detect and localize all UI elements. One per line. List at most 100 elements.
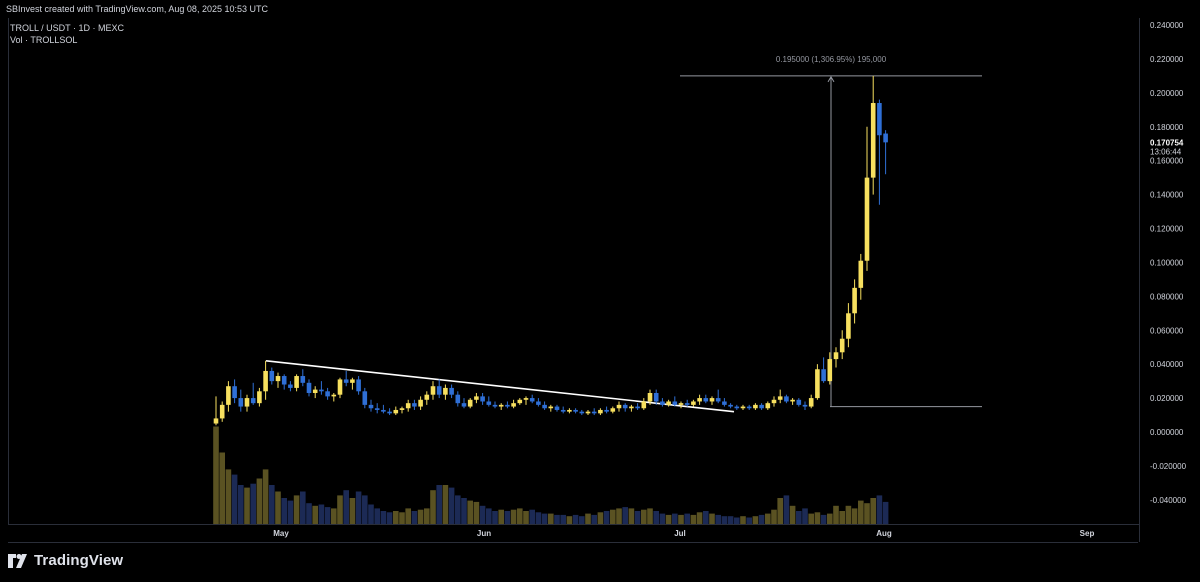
volume-bar bbox=[771, 509, 777, 524]
volume-bar bbox=[603, 511, 610, 524]
measure-arrow-icon bbox=[827, 75, 835, 83]
candle-body bbox=[746, 406, 752, 409]
volume-bar bbox=[287, 500, 294, 524]
candle-body bbox=[852, 287, 857, 314]
candle-body bbox=[399, 408, 405, 410]
candle-body bbox=[405, 403, 411, 409]
volume-bar bbox=[535, 512, 542, 524]
price-tick-label: 0.160000 bbox=[1150, 157, 1184, 166]
volume-bar bbox=[374, 508, 380, 524]
symbol-legend[interactable]: TROLL / USDT · 1D · MEXC bbox=[10, 23, 125, 33]
plot-area[interactable] bbox=[8, 18, 1139, 525]
candle-body bbox=[709, 398, 715, 402]
candle-body bbox=[635, 406, 640, 409]
candle-body bbox=[567, 409, 572, 412]
candle-body bbox=[846, 313, 851, 339]
candle-body bbox=[424, 394, 430, 400]
volume-bar bbox=[734, 517, 740, 524]
tradingview-logo[interactable]: TradingView bbox=[8, 552, 123, 569]
candle-body bbox=[536, 401, 541, 405]
volume-bar bbox=[405, 508, 411, 524]
candle-body bbox=[753, 404, 758, 409]
candle-body bbox=[858, 260, 864, 288]
volume-bar bbox=[486, 508, 492, 524]
volume-bar bbox=[746, 517, 752, 524]
volume-bar bbox=[572, 514, 579, 524]
volume-bar bbox=[696, 512, 703, 524]
volume-bar bbox=[510, 509, 517, 524]
volume-bar bbox=[591, 514, 597, 524]
candle-body bbox=[393, 409, 399, 414]
volume-bar bbox=[882, 501, 889, 524]
volume-bar bbox=[461, 498, 467, 524]
volume-bar bbox=[796, 511, 802, 524]
candle-body bbox=[412, 403, 417, 407]
volume-bar bbox=[306, 503, 312, 524]
volume-bar bbox=[560, 514, 566, 524]
volume-bar bbox=[622, 507, 628, 524]
volume-bar bbox=[467, 500, 473, 524]
volume-bar bbox=[653, 511, 659, 524]
volume-bar bbox=[417, 509, 424, 524]
candle-body bbox=[387, 411, 392, 414]
volume-bar bbox=[368, 504, 374, 524]
time-tick-label: Aug bbox=[876, 529, 892, 538]
candle-body bbox=[697, 398, 702, 402]
price-tick-label: 0.060000 bbox=[1150, 326, 1184, 335]
candle-body bbox=[511, 403, 516, 407]
candle-body bbox=[443, 387, 448, 395]
volume-bar bbox=[479, 505, 486, 524]
candle-body bbox=[647, 392, 653, 402]
time-axis-rule bbox=[8, 542, 1138, 543]
volume-bar bbox=[740, 516, 746, 524]
chart-legend: TROLL / USDT · 1D · MEXC Vol · TROLLSOL bbox=[10, 22, 124, 46]
candle-body bbox=[244, 398, 250, 407]
volume-bar bbox=[275, 491, 281, 524]
candle-body bbox=[319, 389, 324, 392]
candle-body bbox=[269, 370, 275, 382]
candle-body bbox=[281, 376, 287, 385]
price-tick-label: 0.120000 bbox=[1150, 225, 1184, 234]
candle-body bbox=[573, 409, 578, 412]
price-axis[interactable] bbox=[1139, 18, 1200, 542]
candle-body bbox=[517, 399, 523, 404]
candle-body bbox=[821, 369, 826, 382]
price-tick-label: -0.040000 bbox=[1150, 496, 1187, 505]
volume-bar bbox=[362, 495, 368, 524]
volume-bar bbox=[219, 452, 225, 524]
candle-body bbox=[492, 404, 498, 407]
volume-bar bbox=[820, 514, 827, 524]
volume-bar bbox=[492, 511, 498, 524]
candle-body bbox=[790, 399, 795, 402]
candle-body bbox=[715, 398, 721, 402]
candle-body bbox=[368, 404, 374, 409]
volume-legend[interactable]: Vol · TROLLSOL bbox=[10, 35, 78, 45]
volume-bar bbox=[281, 498, 287, 524]
volume-bar bbox=[864, 503, 870, 524]
volume-bar bbox=[665, 514, 672, 524]
candle-body bbox=[232, 386, 237, 399]
volume-bar bbox=[802, 508, 808, 524]
volume-bar bbox=[269, 485, 275, 524]
volume-bar bbox=[318, 504, 325, 524]
candle-body bbox=[598, 409, 603, 414]
candle-body bbox=[436, 386, 442, 395]
volume-bar bbox=[448, 487, 455, 524]
candle-body bbox=[288, 384, 293, 388]
price-tick-label: 0.080000 bbox=[1150, 292, 1184, 301]
price-tick-label: 0.040000 bbox=[1150, 360, 1184, 369]
candle-body bbox=[505, 404, 510, 407]
candle-body bbox=[467, 399, 473, 407]
measure-label: 0.195000 (1,306.95%) 195,000 bbox=[776, 55, 887, 64]
volume-bar bbox=[424, 508, 430, 524]
volume-bar bbox=[851, 508, 858, 524]
volume-bar bbox=[498, 509, 504, 524]
volume-bar bbox=[628, 508, 635, 524]
candle-body bbox=[337, 379, 343, 395]
volume-bar bbox=[709, 513, 715, 524]
candle-body bbox=[666, 401, 671, 405]
candle-body bbox=[461, 403, 467, 407]
candle-body bbox=[604, 409, 609, 412]
time-tick-label: May bbox=[273, 529, 289, 538]
